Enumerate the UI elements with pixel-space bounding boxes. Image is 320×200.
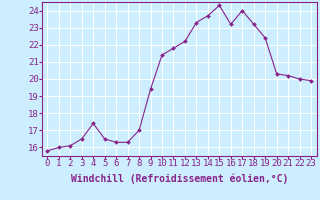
- X-axis label: Windchill (Refroidissement éolien,°C): Windchill (Refroidissement éolien,°C): [70, 173, 288, 184]
